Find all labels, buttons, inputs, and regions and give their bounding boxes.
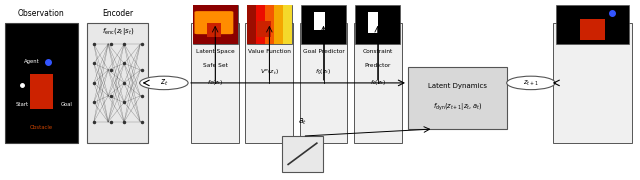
- Text: Goal: Goal: [61, 102, 73, 107]
- Text: $V^{\pi}(z_t)$: $V^{\pi}(z_t)$: [260, 68, 279, 77]
- Bar: [265, 5, 274, 44]
- Text: $a_t$: $a_t$: [298, 117, 307, 127]
- Text: Value Function: Value Function: [248, 49, 291, 53]
- Text: $s_t$: $s_t$: [36, 26, 46, 37]
- Text: $f_{\mathcal{S}}(z_t)$: $f_{\mathcal{S}}(z_t)$: [207, 78, 223, 87]
- Bar: [246, 5, 292, 44]
- Bar: [355, 5, 400, 44]
- Text: $z_t$: $z_t$: [160, 78, 168, 88]
- FancyBboxPatch shape: [191, 23, 239, 143]
- FancyBboxPatch shape: [408, 67, 507, 129]
- Text: $f_{\rm dyn}(z_{t+1}|z_t, a_t)$: $f_{\rm dyn}(z_{t+1}|z_t, a_t)$: [433, 102, 482, 113]
- Text: Predictor: Predictor: [365, 63, 391, 68]
- FancyBboxPatch shape: [300, 23, 348, 143]
- FancyBboxPatch shape: [4, 23, 78, 143]
- Bar: [368, 12, 378, 33]
- Bar: [207, 23, 221, 37]
- Circle shape: [140, 76, 188, 90]
- Text: $f_{\rm dec}(z_{t+1})$: $f_{\rm dec}(z_{t+1})$: [576, 26, 609, 37]
- FancyBboxPatch shape: [354, 23, 401, 143]
- Bar: [556, 5, 629, 44]
- Text: Latent Dynamics: Latent Dynamics: [428, 83, 487, 89]
- Text: Goal Predictor: Goal Predictor: [303, 49, 344, 53]
- FancyBboxPatch shape: [88, 23, 148, 143]
- Text: Obstacle: Obstacle: [29, 125, 52, 130]
- Circle shape: [507, 76, 555, 90]
- Text: Constraint: Constraint: [362, 49, 393, 53]
- Text: Agent: Agent: [24, 59, 40, 64]
- FancyBboxPatch shape: [282, 136, 323, 172]
- Text: Safe Set: Safe Set: [203, 63, 228, 68]
- Bar: [283, 5, 292, 44]
- FancyBboxPatch shape: [552, 23, 632, 143]
- Bar: [314, 12, 325, 30]
- Bar: [246, 5, 256, 44]
- Text: Decoder: Decoder: [577, 9, 609, 18]
- Text: Observation: Observation: [18, 9, 65, 18]
- Bar: [246, 5, 292, 44]
- Bar: [257, 21, 271, 37]
- Text: Latent Space: Latent Space: [196, 49, 234, 53]
- Bar: [301, 5, 346, 44]
- Text: $z_{t+1}$: $z_{t+1}$: [523, 78, 539, 87]
- Bar: [193, 5, 238, 44]
- Text: $f_{\rm enc}(z_t|s_t)$: $f_{\rm enc}(z_t|s_t)$: [102, 26, 134, 37]
- Text: Encoder: Encoder: [102, 9, 133, 18]
- Text: Start: Start: [15, 102, 29, 107]
- Bar: [193, 5, 238, 44]
- Bar: [580, 19, 605, 40]
- Bar: [256, 5, 265, 44]
- Bar: [29, 74, 52, 109]
- Text: $f_{\mathcal{G}}(z_t)$: $f_{\mathcal{G}}(z_t)$: [316, 68, 332, 77]
- FancyBboxPatch shape: [195, 11, 234, 34]
- FancyBboxPatch shape: [246, 23, 293, 143]
- Text: $f_{\mathcal{C}}(z_t)$: $f_{\mathcal{C}}(z_t)$: [369, 78, 386, 87]
- Bar: [274, 5, 283, 44]
